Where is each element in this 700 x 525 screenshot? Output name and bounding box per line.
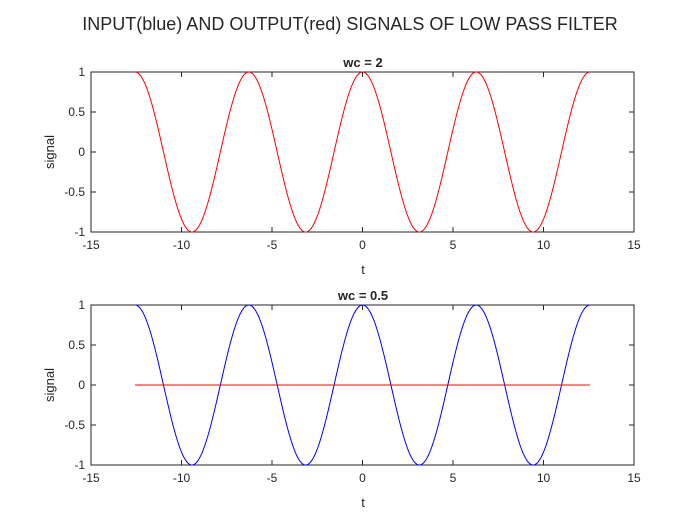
top-ytick-label: 0 [78, 145, 85, 159]
top-subplot-ticks: -15 -10 -5 0 5 10 15 -1 -0.5 0 0.5 1 [64, 65, 641, 252]
top-subplot-axes-box [90, 71, 635, 233]
top-ytick-label: -0.5 [64, 185, 85, 199]
bottom-ytick-label: -0.5 [64, 418, 85, 432]
bottom-xtick-label: -15 [82, 471, 100, 485]
bottom-subplot-title: wc = 0.5 [337, 288, 388, 303]
top-subplot-title: wc = 2 [342, 55, 382, 70]
top-subplot-xlabel: t [361, 262, 365, 277]
top-xtick-label: -15 [82, 238, 100, 252]
bottom-xtick-label: -5 [267, 471, 278, 485]
figure-suptitle: INPUT(blue) AND OUTPUT(red) SIGNALS OF L… [82, 14, 617, 34]
bottom-ytick-label: 0 [78, 378, 85, 392]
bottom-xtick-label: 5 [450, 471, 457, 485]
top-xtick-label: 0 [359, 238, 366, 252]
bottom-xtick-label: 15 [627, 471, 641, 485]
top-ytick-label: 1 [78, 65, 85, 79]
bottom-ytick-label: -1 [74, 458, 85, 472]
top-ytick-label: -1 [74, 225, 85, 239]
bottom-ytick-label: 1 [78, 298, 85, 312]
bottom-subplot-ticks: -15 -10 -5 0 5 10 15 -1 -0.5 0 0.5 1 [64, 298, 641, 485]
top-ytick-label: 0.5 [68, 105, 85, 119]
bottom-subplot: wc = 0.5 -15 -10 -5 0 5 10 15 -1 -0.5 0 0.5 1 t sig… [42, 288, 641, 510]
bottom-subplot-xlabel: t [361, 495, 365, 510]
top-xtick-label: 15 [627, 238, 641, 252]
bottom-xtick-label: 0 [359, 471, 366, 485]
top-xtick-label: 5 [450, 238, 457, 252]
top-xtick-label: -5 [267, 238, 278, 252]
top-subplot: wc = 2 -15 -10 -5 0 5 10 15 -1 -0.5 0 0.5 1 t signa… [42, 55, 641, 277]
top-xtick-label: 10 [537, 238, 551, 252]
top-subplot-ylabel: signal [42, 135, 57, 169]
bottom-xtick-label: -10 [173, 471, 191, 485]
bottom-ytick-label: 0.5 [68, 338, 85, 352]
bottom-subplot-ylabel: signal [42, 368, 57, 402]
top-xtick-label: -10 [173, 238, 191, 252]
bottom-xtick-label: 10 [537, 471, 551, 485]
